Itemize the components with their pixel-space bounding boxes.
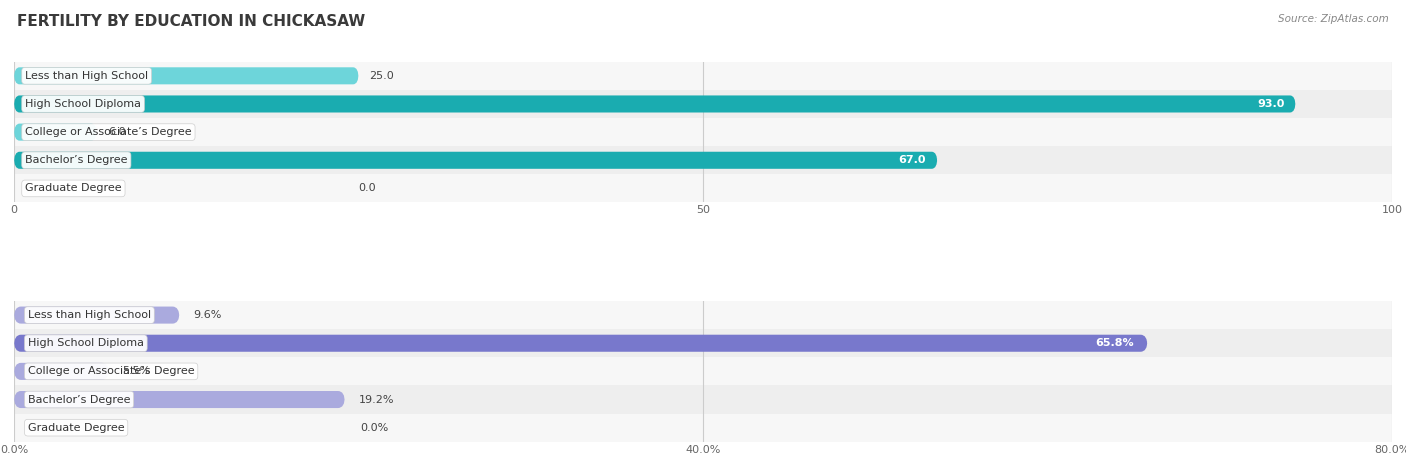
Text: High School Diploma: High School Diploma xyxy=(25,99,141,109)
Text: 5.5%: 5.5% xyxy=(122,366,150,376)
Text: Less than High School: Less than High School xyxy=(28,310,150,320)
FancyBboxPatch shape xyxy=(14,67,359,85)
Text: FERTILITY BY EDUCATION IN CHICKASAW: FERTILITY BY EDUCATION IN CHICKASAW xyxy=(17,14,366,29)
Text: Graduate Degree: Graduate Degree xyxy=(28,423,125,433)
Text: Less than High School: Less than High School xyxy=(25,71,148,81)
Bar xyxy=(14,174,1392,202)
Bar xyxy=(14,329,1392,357)
Text: 0.0: 0.0 xyxy=(359,183,377,193)
Bar xyxy=(14,118,1392,146)
FancyBboxPatch shape xyxy=(14,152,938,169)
Text: 19.2%: 19.2% xyxy=(359,395,394,405)
Bar xyxy=(14,62,1392,90)
Bar xyxy=(14,357,1392,385)
Text: Source: ZipAtlas.com: Source: ZipAtlas.com xyxy=(1278,14,1389,24)
Bar xyxy=(14,414,1392,442)
FancyBboxPatch shape xyxy=(14,391,344,408)
Text: Bachelor’s Degree: Bachelor’s Degree xyxy=(28,395,131,405)
Text: College or Associate’s Degree: College or Associate’s Degree xyxy=(28,366,194,376)
FancyBboxPatch shape xyxy=(14,363,108,380)
Text: High School Diploma: High School Diploma xyxy=(28,338,143,348)
Text: College or Associate’s Degree: College or Associate’s Degree xyxy=(25,127,191,137)
Text: 67.0: 67.0 xyxy=(898,155,927,165)
Bar xyxy=(14,146,1392,174)
Text: 9.6%: 9.6% xyxy=(193,310,222,320)
FancyBboxPatch shape xyxy=(14,335,1147,352)
Text: Graduate Degree: Graduate Degree xyxy=(25,183,122,193)
Text: Bachelor’s Degree: Bachelor’s Degree xyxy=(25,155,128,165)
Text: 6.0: 6.0 xyxy=(108,127,125,137)
Bar xyxy=(14,90,1392,118)
FancyBboxPatch shape xyxy=(14,306,180,323)
Text: 25.0: 25.0 xyxy=(370,71,394,81)
Text: 93.0: 93.0 xyxy=(1257,99,1285,109)
Text: 0.0%: 0.0% xyxy=(360,423,388,433)
Text: 65.8%: 65.8% xyxy=(1095,338,1133,348)
Bar xyxy=(14,301,1392,329)
FancyBboxPatch shape xyxy=(14,95,1295,113)
FancyBboxPatch shape xyxy=(14,124,97,141)
Bar xyxy=(14,385,1392,414)
